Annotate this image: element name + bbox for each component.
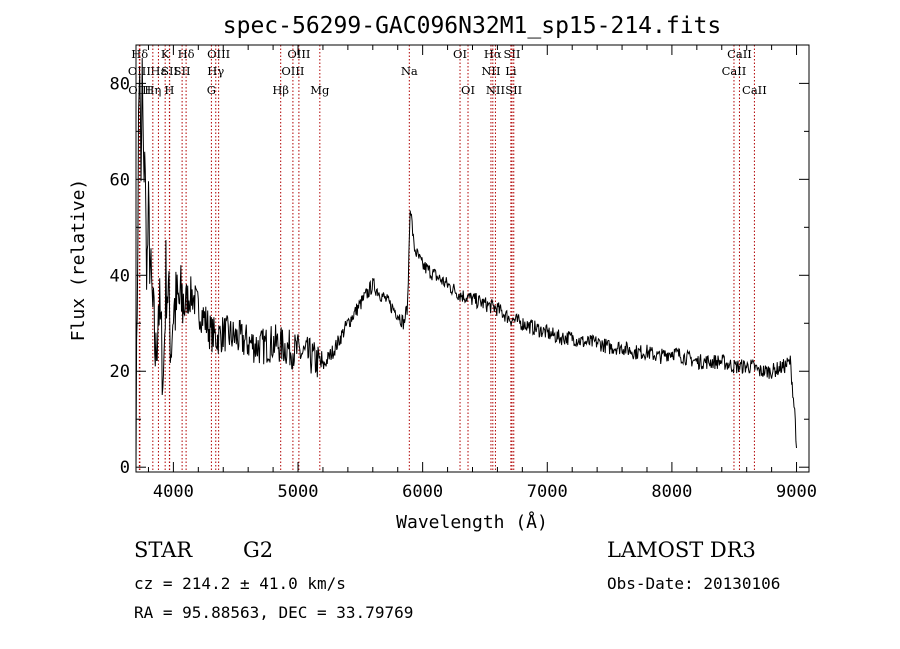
marker-label: Li xyxy=(505,64,517,78)
spectrum-series xyxy=(135,57,797,470)
y-tick-label: 40 xyxy=(110,266,130,286)
marker-label: Hβ xyxy=(272,83,289,97)
spectral-subclass: G2 xyxy=(243,538,274,562)
y-axis-label: Flux (relative) xyxy=(68,179,89,342)
survey-name: LAMOST DR3 xyxy=(607,538,756,562)
marker-label: H xyxy=(164,83,174,97)
y-tick-label: 60 xyxy=(110,170,130,190)
spectrum-line xyxy=(135,57,797,470)
marker-label: CaII xyxy=(722,64,747,78)
marker-label: Hα xyxy=(484,47,502,61)
marker-label: SII xyxy=(504,47,521,61)
marker-label: Hε xyxy=(150,64,166,78)
marker-label: SII xyxy=(505,83,522,97)
marker-label: Hγ xyxy=(207,64,224,78)
marker-label: CaII xyxy=(742,83,767,97)
marker-label: OIII xyxy=(281,64,304,78)
marker-label: OI xyxy=(453,47,467,61)
axis-ticks: 4000 5000 6000 7000 8000 9000 0 20 40 60 80 xyxy=(110,45,817,502)
marker-label: Na xyxy=(401,64,418,78)
y-tick-label: 20 xyxy=(110,362,130,382)
marker-label: Hη xyxy=(144,83,161,97)
marker-label: NII xyxy=(481,64,500,78)
marker-label: Mg xyxy=(310,83,330,97)
redshift-value: cz = 214.2 ± 41.0 km/s xyxy=(134,574,346,593)
sky-coordinates: RA = 95.88563, DEC = 33.79769 xyxy=(134,603,414,622)
x-tick-label: 7000 xyxy=(527,482,568,502)
marker-label: CaII xyxy=(727,47,752,61)
marker-label: K xyxy=(161,47,170,61)
y-tick-label: 0 xyxy=(120,458,130,478)
plot-frame xyxy=(135,44,810,473)
marker-label: OIII xyxy=(287,47,310,61)
chart-title: spec-56299-GAC096N32M1_sp15-214.fits xyxy=(223,13,722,39)
x-tick-label: 5000 xyxy=(278,482,319,502)
x-tick-label: 8000 xyxy=(651,482,692,502)
marker-label: SII xyxy=(174,64,191,78)
x-tick-label: 4000 xyxy=(153,482,194,502)
marker-label: NII xyxy=(486,83,505,97)
marker-label: G xyxy=(207,83,216,97)
x-axis-label: Wavelength (Å) xyxy=(396,511,548,533)
marker-label: Hδ xyxy=(178,47,195,61)
observation-date: Obs-Date: 20130106 xyxy=(607,574,781,593)
object-class: STAR xyxy=(134,538,193,562)
marker-label: OIII xyxy=(207,47,230,61)
x-tick-label: 6000 xyxy=(402,482,443,502)
x-tick-label: 9000 xyxy=(776,482,817,502)
marker-label: OI xyxy=(461,83,475,97)
y-tick-label: 80 xyxy=(110,74,130,94)
